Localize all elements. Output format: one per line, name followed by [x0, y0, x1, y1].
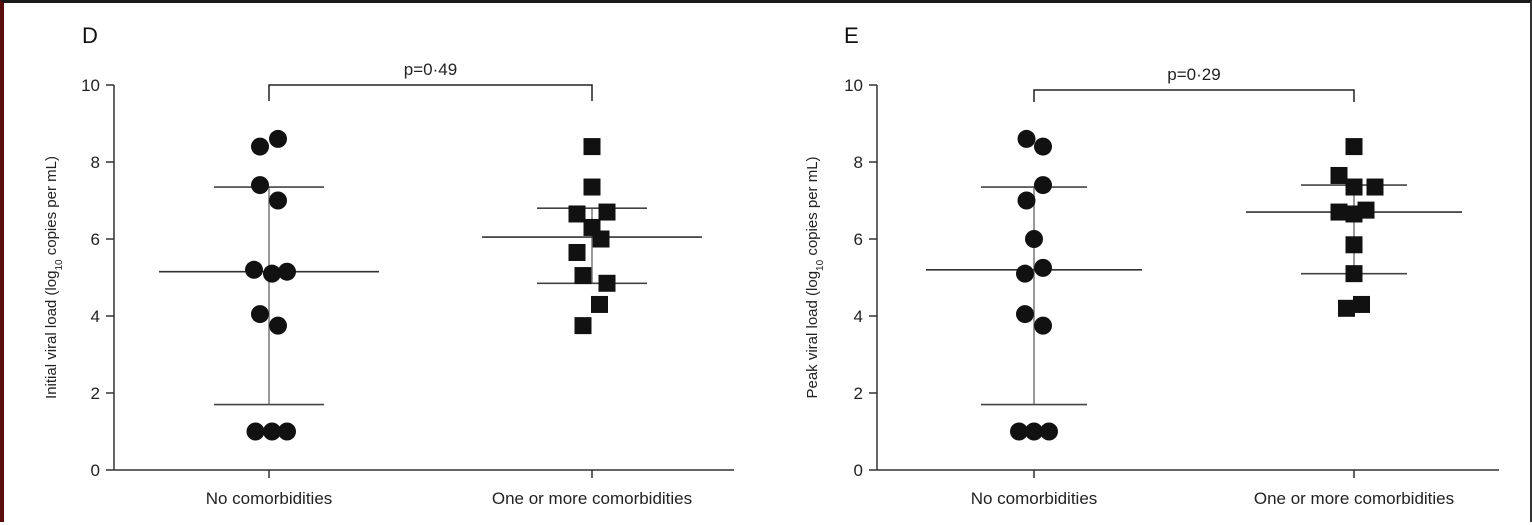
data-point-circle: [1016, 264, 1034, 283]
data-point-circle: [1040, 422, 1058, 441]
y-tick-label: 0: [91, 461, 100, 480]
x-category-label: No comorbidities: [206, 489, 333, 508]
data-point-circle: [246, 422, 265, 441]
data-point-square: [1330, 166, 1348, 184]
data-point-square: [1345, 236, 1363, 254]
data-point-circle: [263, 422, 281, 441]
data-point-square: [1353, 295, 1370, 313]
data-point-circle: [245, 260, 263, 279]
y-tick-label: 6: [91, 230, 100, 249]
data-point-square: [568, 243, 586, 261]
data-point-circle: [1034, 258, 1052, 277]
y-tick-label: 6: [854, 230, 863, 249]
x-category-label: No comorbidities: [971, 489, 1098, 508]
data-point-square: [574, 317, 592, 335]
y-tick-label: 0: [854, 461, 863, 480]
x-category-label: One or more comorbidities: [492, 489, 692, 508]
data-point-circle: [269, 316, 287, 335]
y-axis-label: Peak viral load (log10 copies per mL): [804, 156, 826, 398]
data-point-square: [598, 274, 616, 292]
data-point-circle: [1017, 191, 1036, 210]
panel-e: E 0 2 4 6 8 10 No comorbidities One or more como…: [804, 23, 1499, 508]
panel-letter: D: [82, 23, 98, 48]
data-point-circle: [263, 264, 281, 283]
data-point-square: [592, 230, 610, 248]
data-point-circle: [1017, 129, 1036, 148]
p-value-label: p=0·29: [1167, 65, 1220, 84]
data-point-square: [591, 295, 608, 313]
data-point-circle: [1025, 422, 1043, 441]
data-point-circle: [1025, 230, 1043, 248]
data-point-circle: [278, 422, 296, 441]
data-point-square: [1338, 299, 1355, 317]
significance-bracket: [1033, 89, 1355, 102]
data-point-square: [568, 205, 586, 223]
y-tick-label: 10: [844, 76, 863, 95]
data-point-circle: [1034, 176, 1052, 195]
data-point-square: [574, 267, 592, 285]
data-point-circle: [1034, 316, 1052, 335]
data-point-circle: [1034, 137, 1052, 156]
data-point-circle: [278, 262, 296, 281]
data-point-circle: [269, 191, 287, 210]
y-tick-label: 2: [854, 384, 863, 403]
y-tick-label: 4: [91, 307, 100, 326]
y-tick-label: 8: [854, 153, 863, 172]
data-point-circle: [1010, 422, 1028, 441]
data-point-circle: [251, 137, 269, 156]
data-point-square: [583, 178, 601, 196]
panel-letter: E: [844, 23, 859, 48]
data-point-circle: [251, 305, 269, 324]
data-point-circle: [251, 176, 269, 195]
y-tick-label: 2: [91, 384, 100, 403]
data-point-square: [583, 138, 601, 156]
data-point-square: [1345, 138, 1363, 156]
data-point-square: [1357, 201, 1375, 219]
y-tick-label: 10: [81, 76, 100, 95]
y-axis-label: Initial viral load (log10 copies per mL): [43, 156, 65, 399]
significance-bracket: [268, 84, 593, 101]
panel-d: D 0 2 4 6 8 10 No comorbidities One or more como…: [43, 23, 734, 508]
data-point-square: [1330, 203, 1348, 221]
data-point-square: [1345, 178, 1363, 196]
data-point-circle: [1016, 305, 1034, 324]
data-point-circle: [269, 129, 287, 148]
y-tick-label: 8: [91, 153, 100, 172]
y-tick-label: 4: [854, 307, 863, 326]
data-point-square: [1345, 265, 1363, 283]
data-point-square: [598, 203, 616, 221]
data-point-square: [1366, 178, 1384, 196]
p-value-label: p=0·49: [404, 60, 457, 79]
figure-canvas: D 0 2 4 6 8 10 No comorbidities One or more como…: [43, 23, 1499, 508]
x-category-label: One or more comorbidities: [1254, 489, 1454, 508]
